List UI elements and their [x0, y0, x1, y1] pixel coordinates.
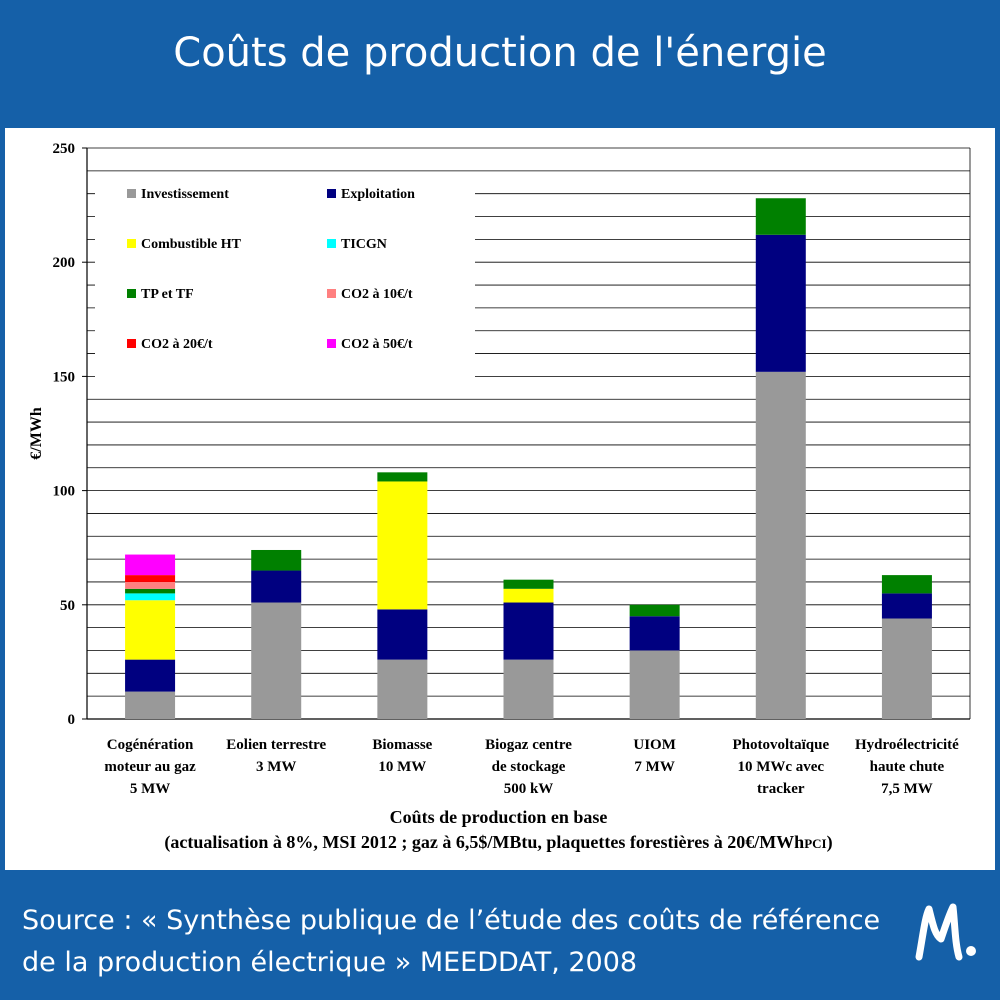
bar-segment [503, 579, 554, 589]
legend-swatch [127, 289, 136, 298]
bar-segment [503, 602, 554, 660]
bar-segment [125, 600, 176, 660]
legend-label: CO2 à 50€/t [341, 337, 413, 352]
x-category-label: tracker [757, 781, 805, 797]
bar-segment [251, 570, 302, 603]
legend-swatch [127, 339, 136, 348]
legend-swatch [127, 239, 136, 248]
x-category-label: Photovoltaïque [732, 737, 829, 753]
x-category-label: 10 MWc avec [737, 759, 824, 775]
bar-segment [629, 650, 680, 719]
x-category-label: Biomasse [372, 737, 432, 753]
bar-segment [629, 616, 680, 651]
stacked-bar-chart: 0 50 100 150 200 250 €/MWh Cogénération moteur a… [28, 141, 971, 853]
x-category-label: 7 MW [634, 759, 674, 775]
bar-segment [377, 659, 428, 719]
x-category-label: Eolien terrestre [226, 737, 326, 753]
bar-segment [125, 575, 176, 582]
bar-segment [377, 472, 428, 482]
y-tick-label: 100 [53, 484, 76, 500]
x-category-label: 3 MW [256, 759, 296, 775]
bar-segment [503, 588, 554, 603]
bar-segment [125, 581, 176, 589]
page-title: Coûts de production de l'énergie [173, 30, 827, 76]
bar-segment [377, 609, 428, 660]
legend-label: TP et TF [141, 287, 194, 302]
x-category-label: 10 MW [378, 759, 426, 775]
y-tick-label: 50 [60, 598, 75, 614]
source-citation: Source : « Synthèse publique de l’étude … [22, 900, 902, 984]
legend-label: Exploitation [341, 187, 415, 202]
bar-segment [125, 659, 176, 692]
x-category-label: moteur au gaz [104, 759, 196, 775]
y-tick-label: 0 [68, 712, 76, 728]
x-category-label: 500 kW [504, 781, 554, 797]
bar-segment [251, 549, 302, 571]
x-category-label: Hydroélectricité [855, 737, 959, 753]
bar-segment [881, 593, 932, 619]
bar-segment [629, 604, 680, 617]
x-category-label: Biogaz centre [485, 737, 572, 753]
legend-box [95, 173, 475, 388]
bar-segment [125, 593, 176, 601]
source-line-1: Source : « Synthèse publique de l’étude … [22, 905, 881, 936]
x-category-label: de stockage [492, 759, 566, 775]
legend-swatch [327, 339, 336, 348]
bar-segment [881, 618, 932, 719]
bar-segment [755, 198, 806, 235]
x-category-label: Cogénération [107, 737, 194, 753]
bar-segment [503, 659, 554, 719]
y-axis-label: €/MWh [28, 407, 45, 460]
legend-swatch [127, 189, 136, 198]
legend-label: CO2 à 20€/t [141, 337, 213, 352]
x-category-label: 5 MW [130, 781, 170, 797]
y-tick-label: 150 [53, 369, 76, 385]
bar-segment [125, 691, 176, 719]
m-logo-icon [915, 903, 976, 961]
bar-segment [125, 588, 176, 594]
x-axis-note: (actualisation à 8%, MSI 2012 ; gaz à 6,… [164, 832, 832, 853]
x-category-label: UIOM [633, 737, 676, 753]
x-category-label: haute chute [870, 759, 945, 775]
legend-swatch [327, 239, 336, 248]
source-line-2: de la production électrique » MEEDDAT, 2… [22, 947, 638, 978]
legend-swatch [327, 189, 336, 198]
bar-segment [755, 234, 806, 372]
x-axis-label: Coûts de production en base [390, 807, 608, 827]
x-category-label: 7,5 MW [881, 781, 933, 797]
y-tick-label: 200 [53, 255, 76, 271]
legend-label: CO2 à 10€/t [341, 287, 413, 302]
y-tick-label: 250 [53, 141, 76, 157]
legend-swatch [327, 289, 336, 298]
bar-segment [755, 371, 806, 719]
legend-label: TICGN [341, 237, 387, 252]
chart-panel: 0 50 100 150 200 250 €/MWh Cogénération moteur a… [5, 128, 995, 870]
bar-segment [125, 554, 176, 576]
bar-segment [881, 575, 932, 594]
bar-segment [377, 481, 428, 610]
bar-segment [251, 602, 302, 719]
legend-label: Investissement [141, 187, 229, 202]
legend-label: Combustible HT [141, 237, 242, 252]
